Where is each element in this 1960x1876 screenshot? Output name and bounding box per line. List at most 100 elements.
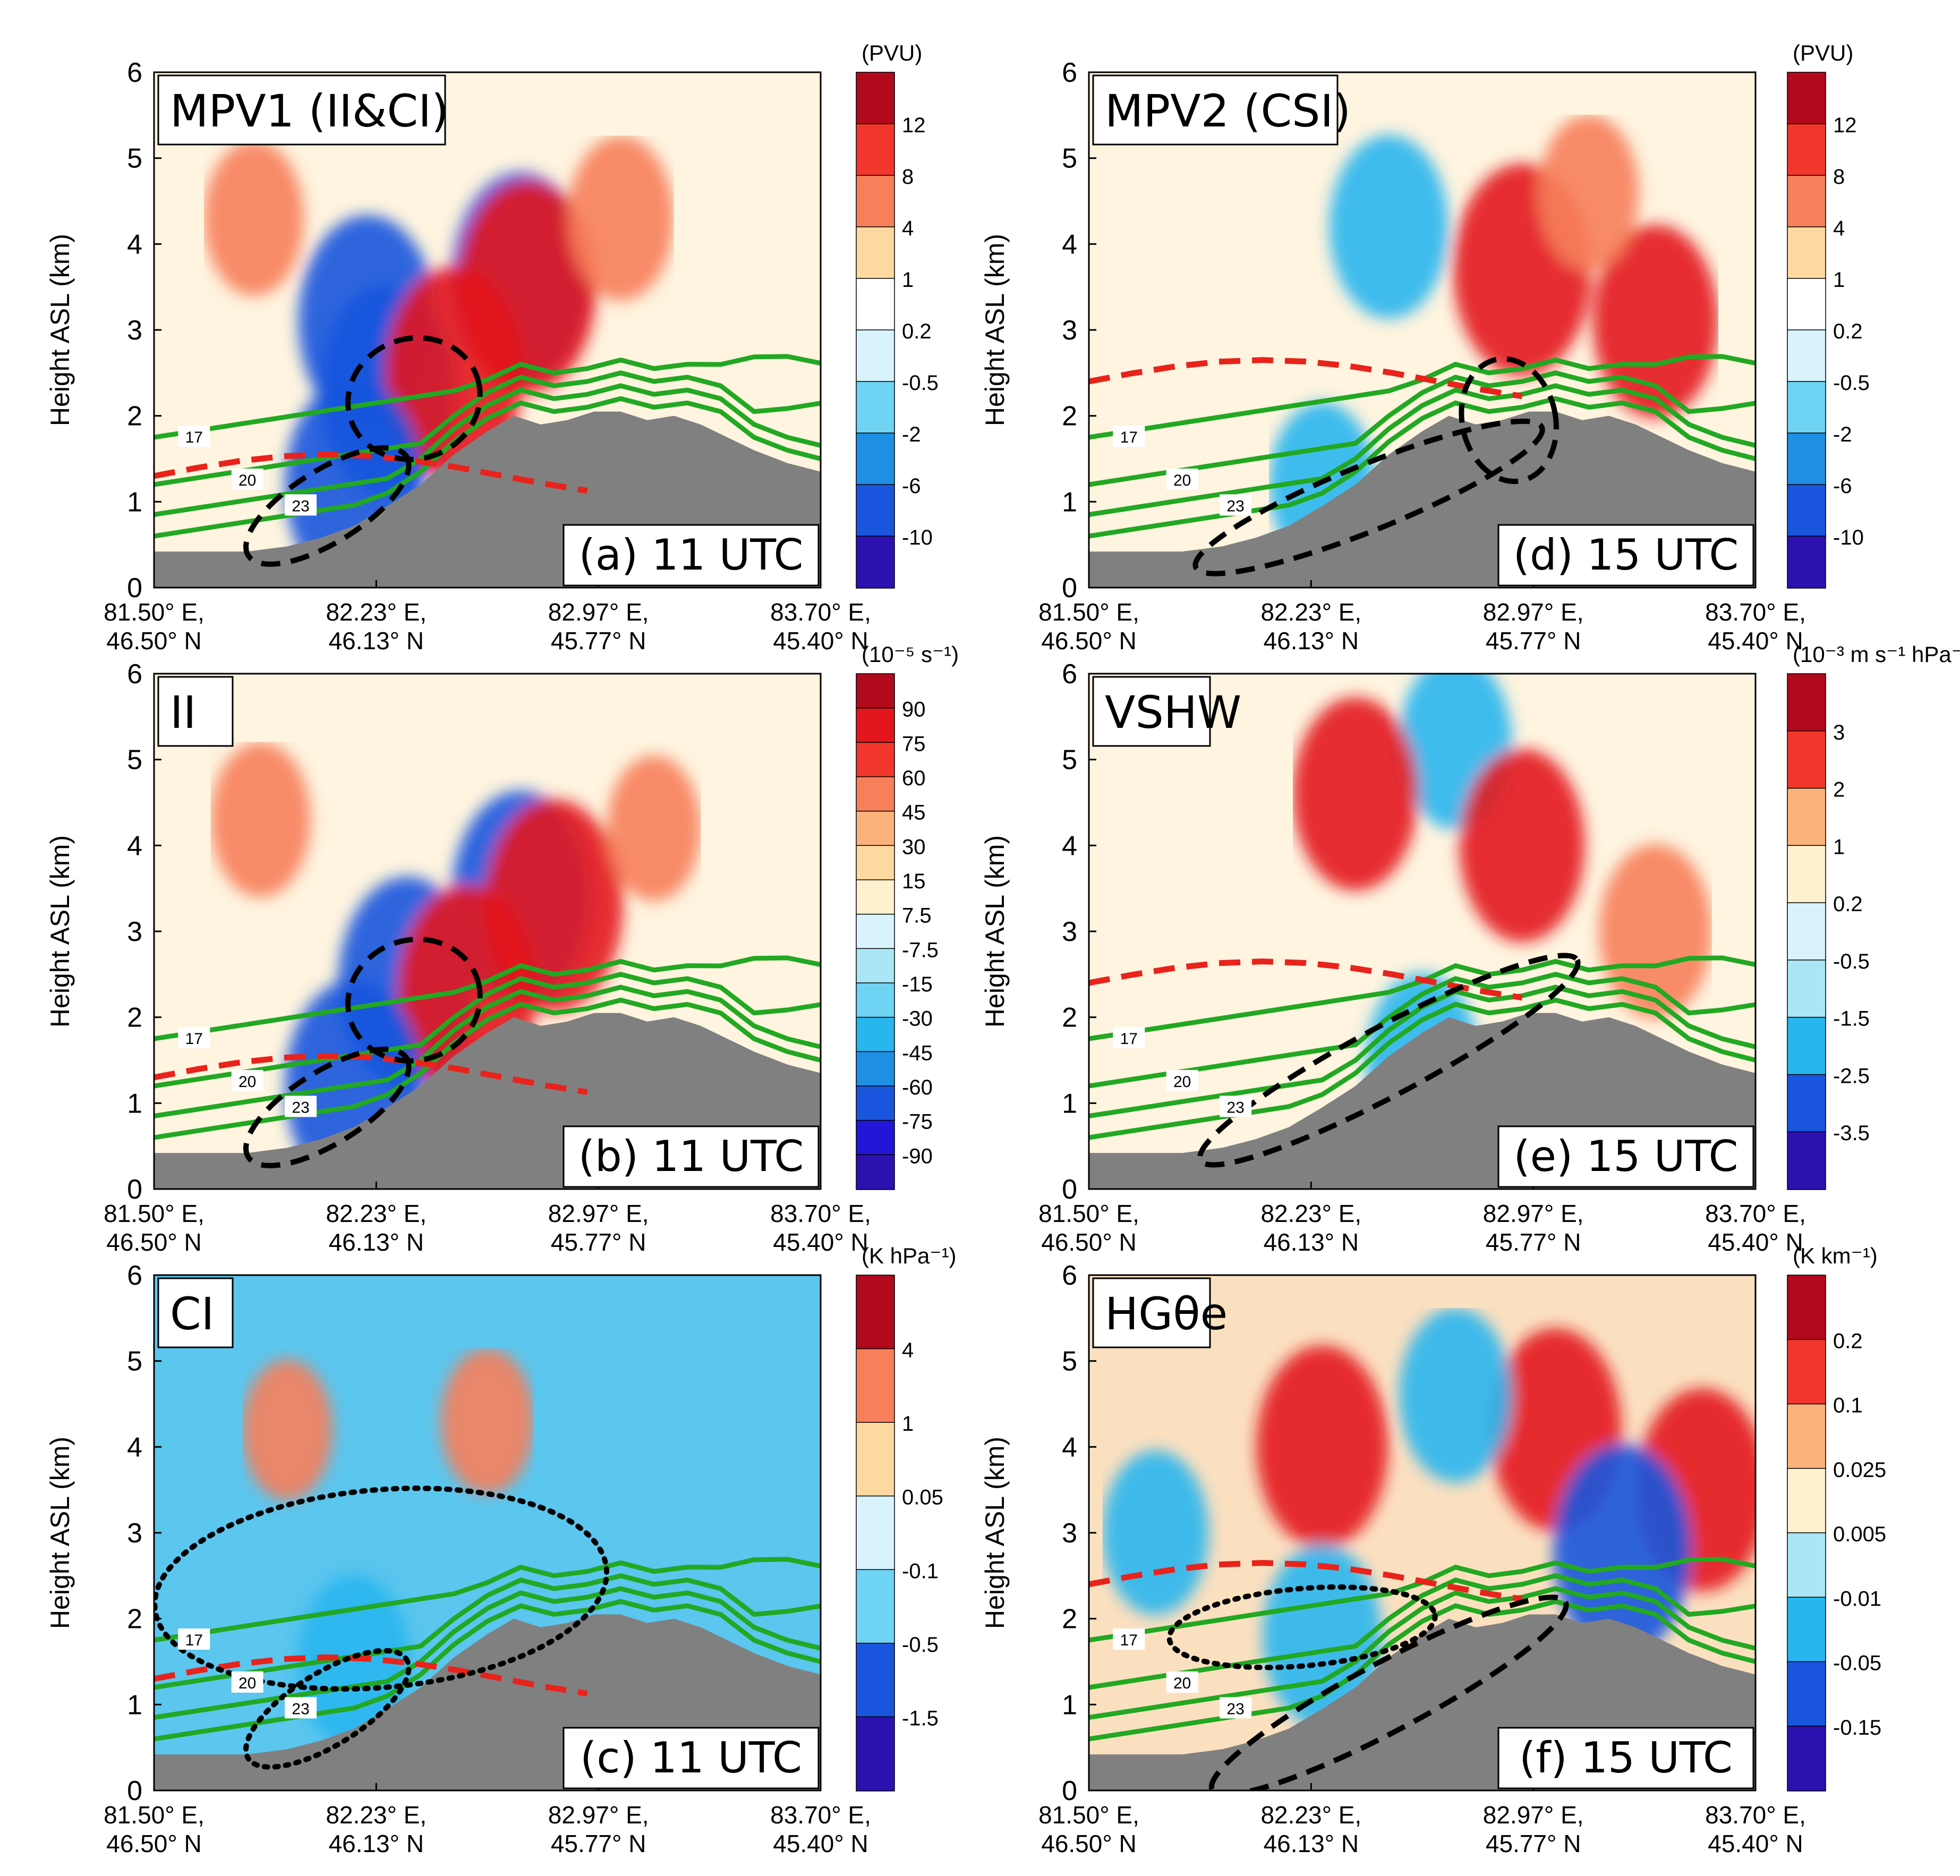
highlight-ellipse bbox=[345, 335, 483, 462]
isentrope-contour bbox=[154, 984, 821, 1119]
contour-label: 23 bbox=[1226, 1099, 1244, 1116]
y-tick-label: 5 bbox=[127, 745, 142, 776]
colorbar-cell bbox=[856, 226, 895, 279]
x-tick-label-lat: 46.13° N bbox=[329, 1830, 424, 1857]
colorbar-cell bbox=[1787, 1726, 1826, 1792]
x-tick-label-lon: 83.70° E, bbox=[770, 1200, 871, 1227]
colorbar-label: 0.2 bbox=[1833, 320, 1863, 343]
colorbar-label: 4 bbox=[902, 217, 914, 240]
colorbar-label: -7.5 bbox=[902, 938, 939, 962]
red-dashed-line bbox=[1089, 958, 1523, 1001]
colorbar-label: -6 bbox=[902, 474, 921, 498]
contour-label: 23 bbox=[1226, 1700, 1244, 1718]
contour-label-bg bbox=[1220, 1697, 1252, 1719]
isentrope-contour bbox=[1089, 1573, 1756, 1690]
field-blob bbox=[1599, 844, 1712, 1018]
colorbar-cell bbox=[856, 913, 895, 950]
field-blob bbox=[204, 140, 304, 296]
field-blob bbox=[1102, 1450, 1209, 1615]
y-tick-label: 3 bbox=[127, 315, 142, 346]
highlight-ellipse bbox=[345, 936, 483, 1064]
y-tick-label: 3 bbox=[127, 1518, 142, 1549]
time-label-box bbox=[1497, 1727, 1754, 1789]
colorbar-label: 0.005 bbox=[1833, 1523, 1886, 1546]
x-tick-label-lon: 81.50° E, bbox=[1038, 1801, 1139, 1829]
y-tick-label: 2 bbox=[1062, 1604, 1077, 1635]
colorbar-cell bbox=[856, 1348, 895, 1423]
plot-area: 17 20 23 bbox=[1089, 1275, 1756, 1790]
colorbar-cell bbox=[1787, 1275, 1826, 1340]
x-tick-label-lon: 83.70° E, bbox=[1705, 1200, 1806, 1227]
x-tick-label-lat: 45.40° N bbox=[1708, 627, 1803, 655]
x-tick-label-lon: 81.50° E, bbox=[104, 598, 204, 626]
isentrope-contour bbox=[1089, 370, 1756, 487]
red-dashed-line bbox=[154, 451, 588, 494]
colorbar-cell bbox=[1787, 72, 1826, 125]
colorbar-cell bbox=[856, 1643, 895, 1718]
y-tick-label: 1 bbox=[127, 1690, 142, 1720]
highlight-ellipse bbox=[1197, 953, 1581, 1168]
colorbar-cell bbox=[856, 1119, 895, 1156]
contour-label: 23 bbox=[292, 1099, 309, 1116]
colorbar-label: -10 bbox=[1833, 526, 1864, 549]
y-tick-label: 4 bbox=[127, 229, 142, 260]
y-tick-label: 0 bbox=[1062, 1174, 1077, 1205]
colorbar-cell bbox=[856, 1422, 895, 1497]
x-tick-label-lon: 82.23° E, bbox=[326, 1200, 427, 1227]
isentrope-contour bbox=[1089, 396, 1756, 539]
highlight-ellipse bbox=[1459, 356, 1559, 485]
colorbar-label: -3.5 bbox=[1833, 1122, 1870, 1145]
contour-label-bg bbox=[178, 426, 210, 447]
contour-label-bg bbox=[231, 1069, 263, 1091]
colorbar-cell bbox=[1787, 1074, 1826, 1133]
x-tick-label-lon: 82.97° E, bbox=[548, 1200, 649, 1227]
y-tick-label: 0 bbox=[127, 1776, 142, 1806]
colorbar-label: 75 bbox=[902, 732, 926, 756]
y-axis-label: Height ASL (km) bbox=[980, 1437, 1010, 1629]
colorbar-label: -90 bbox=[902, 1144, 933, 1168]
colorbar-cell bbox=[856, 123, 895, 176]
colorbar-cell bbox=[856, 175, 895, 228]
contour-label-bg bbox=[178, 1628, 210, 1650]
plot-area: 17 20 23 bbox=[1089, 674, 1756, 1189]
highlight-ellipse bbox=[154, 1485, 610, 1692]
colorbar-cell bbox=[1787, 226, 1826, 279]
colorbar-cell bbox=[1787, 902, 1826, 961]
colorbar-label: -6 bbox=[1833, 474, 1852, 498]
x-tick-label-lon: 83.70° E, bbox=[770, 598, 871, 626]
time-label: (b) 11 UTC bbox=[578, 1132, 804, 1181]
x-tick-label-lat: 46.13° N bbox=[1264, 1228, 1359, 1256]
y-tick-label: 5 bbox=[1062, 745, 1077, 776]
red-dashed-line bbox=[1089, 1560, 1523, 1602]
y-tick-label: 4 bbox=[1062, 229, 1077, 260]
x-tick-label-lon: 82.97° E, bbox=[548, 598, 649, 626]
colorbar-label: 4 bbox=[1833, 217, 1845, 240]
colorbar-label: 3 bbox=[1833, 721, 1845, 744]
y-tick-label: 5 bbox=[1062, 143, 1077, 174]
highlight-ellipse bbox=[243, 1648, 412, 1770]
red-dashed-line bbox=[154, 1052, 588, 1096]
colorbar-cell bbox=[1787, 787, 1826, 847]
x-tick-label-lat: 46.50° N bbox=[1041, 1228, 1137, 1256]
colorbar-label: -0.15 bbox=[1833, 1716, 1881, 1739]
x-tick-label-lon: 82.23° E, bbox=[1260, 1801, 1361, 1829]
x-tick-label-lat: 46.50° N bbox=[1041, 1830, 1137, 1857]
isentrope-contour bbox=[154, 1573, 821, 1690]
y-tick-label: 0 bbox=[127, 1174, 142, 1205]
field-blob bbox=[1592, 224, 1718, 418]
colorbar-cell bbox=[1787, 278, 1826, 331]
colorbar-label: 45 bbox=[902, 801, 926, 825]
y-tick-label: 3 bbox=[1062, 315, 1077, 346]
highlight-ellipse bbox=[1192, 418, 1545, 576]
field-blob bbox=[297, 1574, 411, 1749]
colorbar-label: 0.2 bbox=[1833, 893, 1863, 916]
colorbar-cell bbox=[856, 948, 895, 984]
x-tick-label-lat: 45.40° N bbox=[1708, 1830, 1803, 1857]
panel-title: HGθe bbox=[1105, 1288, 1228, 1340]
red-dashed-line bbox=[154, 1654, 588, 1697]
colorbar-cell bbox=[856, 776, 895, 812]
